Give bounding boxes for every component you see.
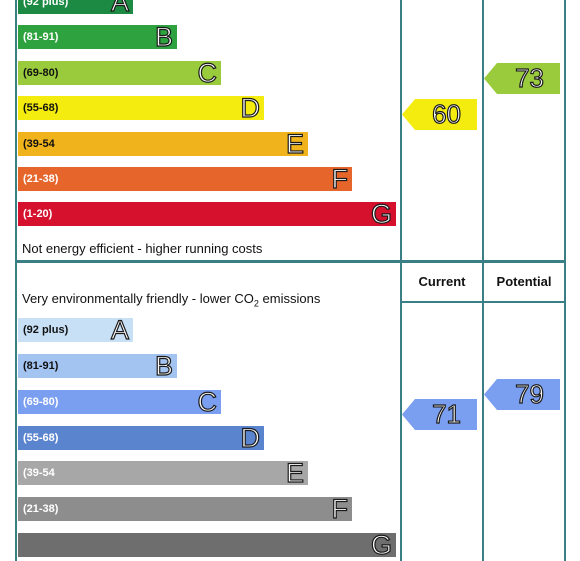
environmental-header-text-end: emissions	[258, 291, 321, 306]
energy-band-range: (55-68)	[23, 102, 59, 114]
env-band-range: (69-80)	[23, 396, 59, 408]
energy-band-letter: G	[370, 199, 392, 229]
env-potential-value: 79	[514, 379, 544, 410]
energy-potential-rating: 73	[484, 63, 560, 94]
env-current-rating: 71	[402, 399, 477, 430]
env-band-d: (55-68) D	[18, 423, 264, 453]
column-divider-potential	[482, 0, 484, 260]
energy-band-letter: B	[154, 22, 173, 52]
energy-band-range: (92 plus)	[23, 0, 69, 8]
env-band-letter: G	[370, 530, 392, 560]
env-band-letter: B	[154, 351, 173, 381]
env-band-range: (81-91)	[23, 360, 59, 372]
energy-band-d: (55-68) D	[18, 93, 264, 123]
energy-current-value: 60	[431, 99, 461, 130]
env-band-letter: E	[285, 458, 304, 488]
env-band-e: (39-54 E	[18, 458, 308, 488]
energy-band-range: (69-80)	[23, 67, 59, 79]
env-band-letter: D	[240, 423, 261, 453]
env-band-a: (92 plus) A	[18, 315, 133, 345]
column-divider-current	[400, 0, 402, 260]
environmental-impact-chart: Current Potential Very environmentally f…	[15, 261, 566, 561]
energy-footer-note: Not energy efficient - higher running co…	[22, 241, 263, 256]
energy-band-range: (81-91)	[23, 31, 59, 43]
column-divider-current	[400, 263, 402, 561]
environmental-header-text: Very environmentally friendly - lower CO	[22, 291, 254, 306]
env-band-range: (21-38)	[23, 503, 59, 515]
energy-band-c: (69-80) C	[18, 58, 221, 88]
env-band-b: (81-91) B	[18, 351, 177, 381]
column-divider-potential	[482, 263, 484, 561]
env-band-range: (55-68)	[23, 432, 59, 444]
env-band-f: (21-38) F	[18, 494, 352, 524]
env-band-range: (92 plus)	[23, 324, 69, 336]
energy-band-letter: F	[331, 164, 349, 194]
env-band-c: (69-80) C	[18, 387, 221, 417]
co2-subscript: 2	[253, 298, 259, 309]
energy-band-f: (21-38) F	[18, 164, 352, 194]
energy-efficiency-chart: (92 plus) A (81-91) B (69-80) C (55-68) …	[15, 0, 566, 262]
env-band-range: (39-54	[23, 467, 55, 479]
energy-band-range: (1-20)	[23, 208, 53, 220]
env-band-g: G	[18, 530, 396, 560]
env-band-letter: A	[110, 315, 129, 345]
energy-band-a: (92 plus) A	[18, 0, 133, 17]
potential-column-header: Potential	[496, 274, 552, 289]
energy-current-rating: 60	[402, 99, 477, 130]
energy-band-letter: A	[110, 0, 129, 17]
current-column-header: Current	[418, 274, 466, 289]
energy-band-range: (39-54	[23, 138, 55, 150]
env-current-value: 71	[431, 399, 461, 430]
energy-band-g: (1-20) G	[18, 199, 396, 229]
env-potential-rating: 79	[484, 379, 560, 410]
energy-potential-value: 73	[514, 63, 544, 94]
header-divider	[400, 301, 564, 303]
energy-band-letter: E	[285, 129, 304, 159]
energy-band-letter: C	[197, 58, 218, 88]
energy-band-b: (81-91) B	[18, 22, 177, 52]
energy-band-letter: D	[240, 93, 261, 123]
env-band-letter: F	[331, 494, 349, 524]
energy-band-range: (21-38)	[23, 173, 59, 185]
env-band-letter: C	[197, 387, 218, 417]
environmental-header-note: Very environmentally friendly - lower CO…	[22, 291, 320, 309]
energy-band-e: (39-54 E	[18, 129, 308, 159]
